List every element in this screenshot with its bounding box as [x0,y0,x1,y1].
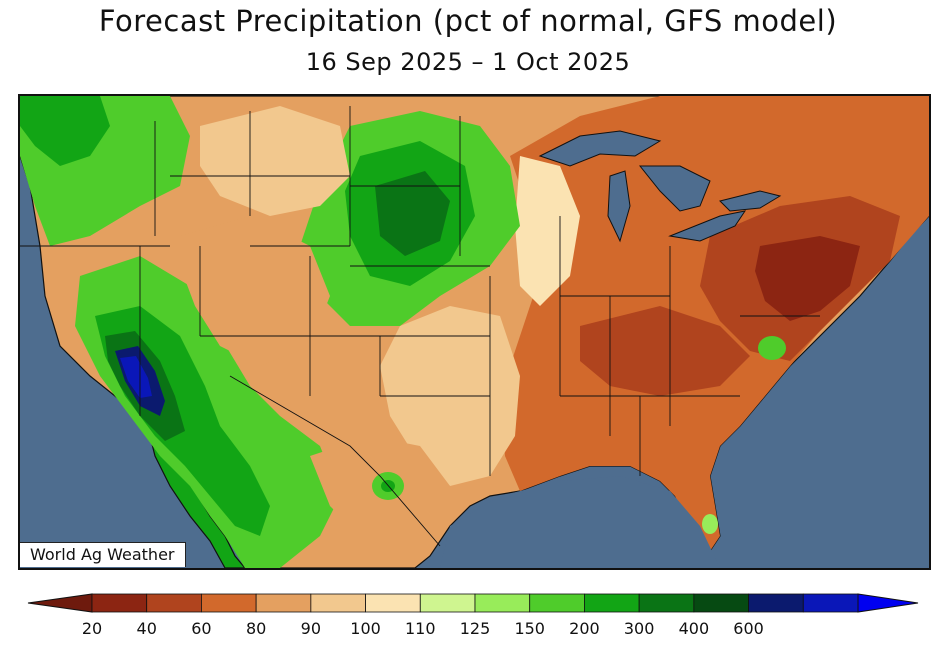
dry-tennessee-band [580,306,750,396]
colorbar-tick-label: 90 [301,619,321,638]
florida-wet-spot [702,514,718,534]
colorbar-tick-label: 110 [405,619,436,638]
map-title: Forecast Precipitation (pct of normal, G… [98,4,838,38]
colorbar-swatch [255,593,312,613]
colorbar-tick-label: 200 [569,619,600,638]
colorbar: 20 40 60 80 90 100 110 125 150 200 300 400 600 [0,590,936,648]
blue-core [120,356,152,398]
colorbar-swatch [638,593,695,613]
colorbar-tick-label: 60 [191,619,211,638]
precip-map [20,96,929,568]
colorbar-tick-label: 600 [733,619,764,638]
driest-core [755,236,860,321]
colorbar-swatch [748,593,804,613]
colorbar-svg: 20 40 60 80 90 100 110 125 150 200 300 400 600 [27,593,919,638]
great-basin-below-normal [180,216,330,366]
colorbar-swatch [146,593,202,613]
wettest-dakotas [375,171,450,256]
gulf-of-mexico [440,476,720,568]
colorbar-swatch [365,593,421,613]
colorbar-tick-label: 400 [679,619,710,638]
colorbar-tick-label: 40 [137,619,157,638]
state-borders [20,106,820,547]
colorbar-tick-label: 80 [246,619,266,638]
colorbar-tick-label: 150 [514,619,545,638]
midwest-near-normal [515,156,580,306]
colorbar-swatch [419,593,476,613]
colorbar-swatch [91,593,148,613]
colorbar-swatch [802,593,859,613]
colorbar-under-arrow [27,593,93,613]
map-subtitle: 16 Sep 2025 – 1 Oct 2025 [305,48,631,76]
colorbar-swatch [529,593,585,613]
colorbar-swatch [693,593,749,613]
colorbar-tick-label: 125 [460,619,491,638]
watermark-label: World Ag Weather [20,542,186,567]
colorbar-swatch [584,593,640,613]
wetter-northwest-coast [20,96,110,166]
colorbar-swatch [474,593,531,613]
map-panel [18,94,931,570]
great-lakes [538,130,782,243]
colorbar-tick-label: 20 [82,619,102,638]
colorbar-swatch [201,593,257,613]
carolina-wet-spot [758,336,786,360]
colorbar-tick-label: 300 [624,619,655,638]
colorbar-tick-label: 100 [350,619,381,638]
colorbar-swatch [310,593,366,613]
rockies-near-normal [200,106,350,216]
colorbar-over-arrow [857,593,919,613]
